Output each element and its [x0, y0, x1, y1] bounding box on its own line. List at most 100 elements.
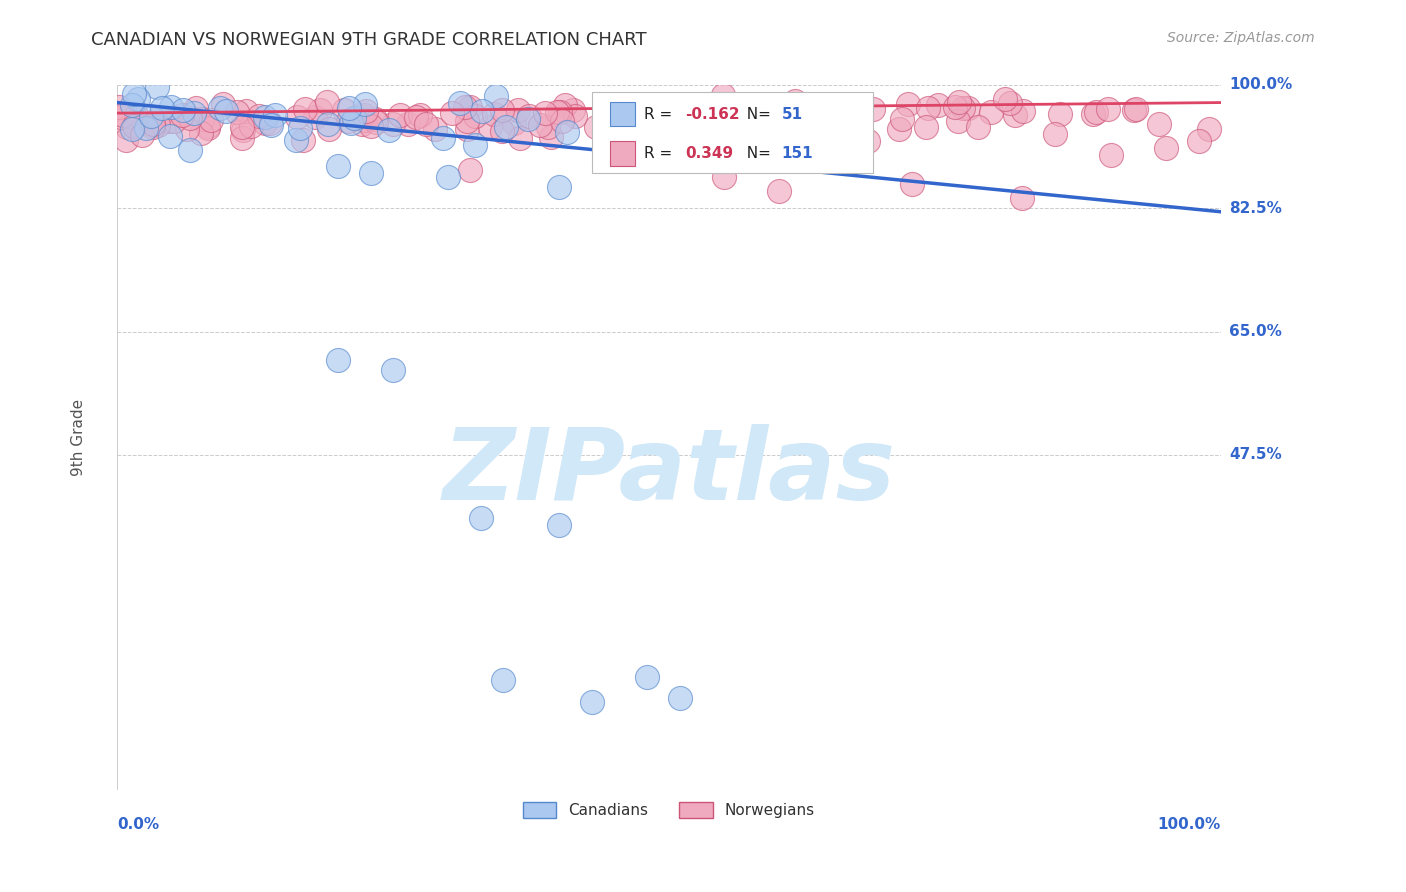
Point: [441, 105, 464, 120]
Text: ZIPatlas: ZIPatlas: [443, 424, 896, 521]
Point: [492, 673, 515, 688]
Point: [432, 131, 454, 145]
Point: [378, 123, 401, 137]
Point: [485, 89, 508, 103]
Point: [291, 133, 314, 147]
Point: [509, 131, 531, 145]
Text: 51: 51: [782, 106, 803, 121]
Point: [253, 110, 276, 124]
Point: [125, 108, 148, 122]
Point: [450, 95, 472, 110]
Point: [718, 108, 741, 122]
Point: [1198, 122, 1220, 136]
Point: [696, 99, 718, 113]
Point: [200, 113, 222, 128]
Point: [555, 125, 578, 139]
Point: [1000, 96, 1022, 111]
Point: [471, 103, 494, 118]
Point: [110, 110, 132, 124]
Point: [506, 103, 529, 117]
Point: [484, 106, 506, 120]
Point: [127, 92, 149, 106]
Point: [980, 104, 1002, 119]
Point: [666, 112, 689, 126]
Point: [259, 116, 281, 130]
Text: 47.5%: 47.5%: [1229, 448, 1282, 462]
Point: [333, 103, 356, 117]
Point: [623, 109, 645, 123]
Point: [783, 94, 806, 108]
Point: [453, 100, 475, 114]
Text: R =: R =: [644, 146, 676, 161]
Point: [215, 104, 238, 119]
Point: [294, 102, 316, 116]
Point: [464, 137, 486, 152]
Point: [551, 114, 574, 128]
Point: [779, 109, 801, 123]
Point: [554, 98, 576, 112]
Point: [754, 105, 776, 120]
Point: [585, 120, 607, 135]
Point: [725, 123, 748, 137]
Point: [768, 184, 790, 198]
Point: [948, 95, 970, 109]
Point: [1154, 141, 1177, 155]
Point: [957, 101, 980, 115]
Point: [1097, 102, 1119, 116]
Point: [197, 121, 219, 136]
Point: [581, 694, 603, 708]
Point: [231, 120, 253, 135]
Point: [336, 114, 359, 128]
Point: [690, 100, 713, 114]
Point: [284, 133, 307, 147]
Point: [339, 116, 361, 130]
Point: [172, 103, 194, 117]
Text: R =: R =: [644, 106, 676, 121]
Point: [598, 114, 620, 128]
Point: [316, 117, 339, 131]
Point: [478, 120, 501, 135]
Point: [405, 110, 427, 124]
Text: Source: ZipAtlas.com: Source: ZipAtlas.com: [1167, 31, 1315, 45]
Point: [799, 98, 821, 112]
Point: [533, 106, 555, 120]
FancyBboxPatch shape: [610, 102, 634, 126]
Point: [1011, 191, 1033, 205]
Point: [603, 119, 626, 133]
Point: [337, 102, 360, 116]
Point: [495, 120, 517, 134]
Point: [1049, 107, 1071, 121]
Point: [887, 122, 910, 136]
Point: [945, 100, 967, 114]
Point: [772, 103, 794, 117]
Point: [360, 166, 382, 180]
Point: [353, 113, 375, 128]
Point: [350, 117, 373, 131]
Point: [179, 143, 201, 157]
Point: [517, 109, 540, 123]
Text: -0.162: -0.162: [686, 106, 740, 121]
Point: [364, 112, 387, 127]
Text: CANADIAN VS NORWEGIAN 9TH GRADE CORRELATION CHART: CANADIAN VS NORWEGIAN 9TH GRADE CORRELAT…: [91, 31, 647, 49]
Point: [763, 110, 786, 124]
Point: [503, 116, 526, 130]
Point: [664, 103, 686, 117]
Point: [115, 120, 138, 134]
Text: 65.0%: 65.0%: [1229, 324, 1282, 339]
Point: [326, 352, 349, 367]
Point: [156, 114, 179, 128]
Point: [388, 108, 411, 122]
Point: [197, 119, 219, 133]
Point: [1188, 134, 1211, 148]
Point: [184, 101, 207, 115]
Point: [315, 95, 337, 110]
Point: [458, 162, 481, 177]
Point: [464, 109, 486, 123]
Point: [547, 180, 569, 194]
Point: [825, 110, 848, 124]
Point: [731, 113, 754, 128]
Point: [491, 124, 513, 138]
Point: [240, 119, 263, 133]
Point: [662, 106, 685, 120]
Point: [285, 110, 308, 124]
